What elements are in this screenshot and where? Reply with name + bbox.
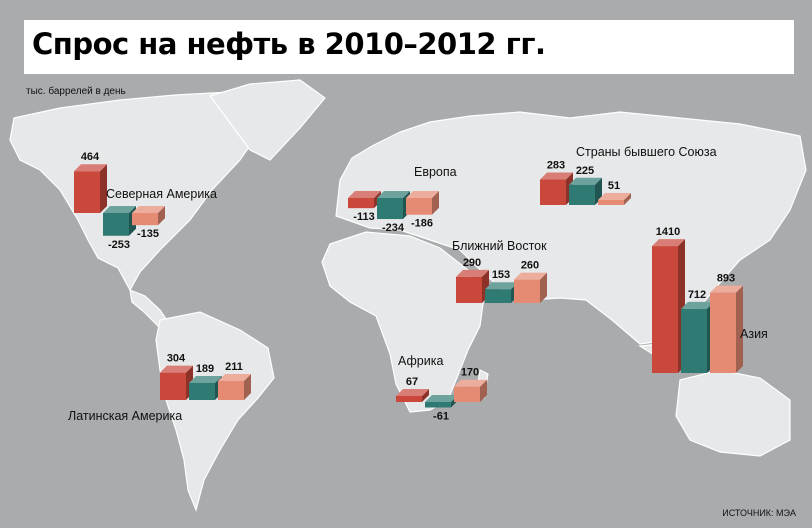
value-label: -61 xyxy=(433,410,449,422)
value-label: 51 xyxy=(608,180,620,192)
bar-side xyxy=(244,374,251,400)
value-label: 712 xyxy=(688,289,706,301)
bar xyxy=(189,382,215,400)
bar xyxy=(348,198,374,209)
value-label: -186 xyxy=(411,218,433,230)
bar-top xyxy=(569,177,602,185)
value-label: -234 xyxy=(382,222,405,234)
bar-top xyxy=(425,395,458,402)
bar xyxy=(132,213,158,226)
region-label: Европа xyxy=(414,165,457,179)
region-group: -113 -234 -186 Европа xyxy=(348,165,457,234)
bar xyxy=(396,395,422,402)
bar xyxy=(160,372,186,400)
region-label: Северная Америка xyxy=(106,187,217,201)
value-label: 893 xyxy=(717,273,735,285)
bar-side xyxy=(432,191,439,215)
region-group: 67 -61 170 Африка xyxy=(396,354,487,422)
bar xyxy=(485,289,511,303)
region-group: 283 225 51 Страны бывшего Союза xyxy=(540,145,717,205)
value-label: -135 xyxy=(137,228,159,240)
bar-side xyxy=(158,206,165,226)
bar-top xyxy=(132,206,165,213)
bar xyxy=(540,179,566,205)
bar-top xyxy=(160,365,193,373)
bar xyxy=(103,213,129,236)
bar-top xyxy=(710,285,743,293)
units-label: тыс. баррелей в день xyxy=(26,86,126,97)
value-label: 170 xyxy=(461,367,479,379)
bar-side xyxy=(480,379,487,402)
region-group: 304 189 211 Латинская Америка xyxy=(68,353,251,423)
value-label: -113 xyxy=(353,211,374,223)
bar-top xyxy=(454,379,487,387)
bar-side xyxy=(736,285,743,373)
value-label: 304 xyxy=(167,353,186,365)
australia-shape xyxy=(675,369,791,457)
region-group: 290 153 260 Ближний Восток xyxy=(452,239,547,303)
bar-top xyxy=(652,239,685,247)
value-label: 67 xyxy=(406,376,418,388)
bar xyxy=(710,292,736,373)
bar-top xyxy=(348,191,381,198)
bar xyxy=(74,171,100,213)
bar xyxy=(425,402,451,408)
value-label: 189 xyxy=(196,363,214,375)
bar-top xyxy=(377,191,410,198)
region-group: 1410 712 893 Азия xyxy=(652,226,768,373)
region-label: Азия xyxy=(740,327,768,341)
bar-top xyxy=(514,272,547,280)
bar-top xyxy=(218,374,251,382)
bar-top xyxy=(598,193,631,200)
bar-top xyxy=(189,375,222,383)
value-label: 464 xyxy=(81,151,100,163)
bar-top xyxy=(103,206,136,213)
bar xyxy=(218,381,244,400)
bar-top xyxy=(74,164,107,172)
bar xyxy=(514,279,540,303)
region-label: Ближний Восток xyxy=(452,239,547,253)
value-label: -253 xyxy=(108,239,130,251)
bar-top xyxy=(540,172,573,180)
bar-side xyxy=(540,272,547,303)
bar-top xyxy=(406,191,439,198)
north-america-shape xyxy=(9,91,271,292)
bar xyxy=(569,184,595,205)
bar xyxy=(652,246,678,373)
bar xyxy=(406,198,432,215)
value-label: 153 xyxy=(492,269,510,281)
bar-groups: 464 -253 -135 Северная Америка 304 189 211 Лати… xyxy=(68,145,768,423)
source-label: ИСТОЧНИК: МЭА xyxy=(722,508,796,518)
region-label: Страны бывшего Союза xyxy=(576,145,717,159)
bar-side xyxy=(422,388,429,402)
region-label: Латинская Америка xyxy=(68,409,182,423)
bar-side xyxy=(100,164,107,213)
value-label: 260 xyxy=(521,260,539,272)
bar-top xyxy=(681,301,714,309)
value-label: 211 xyxy=(225,361,243,373)
region-group: 464 -253 -135 Северная Америка xyxy=(74,151,217,251)
bar xyxy=(454,386,480,402)
value-label: 1410 xyxy=(656,226,680,238)
chart-title: Спрос на нефть в 2010–2012 гг. xyxy=(32,27,546,61)
bar xyxy=(456,276,482,303)
region-label: Африка xyxy=(398,354,443,368)
bar-top xyxy=(396,388,429,396)
greenland-shape xyxy=(209,79,326,161)
bar xyxy=(377,198,403,220)
bar-side xyxy=(624,193,631,205)
value-label: 225 xyxy=(576,165,594,177)
value-label: 283 xyxy=(547,160,565,172)
bar-top xyxy=(485,282,518,290)
value-label: 290 xyxy=(463,257,481,269)
bar-top xyxy=(456,269,489,277)
bar xyxy=(598,200,624,205)
bar xyxy=(681,308,707,373)
title-box: Спрос на нефть в 2010–2012 гг. xyxy=(24,20,794,74)
